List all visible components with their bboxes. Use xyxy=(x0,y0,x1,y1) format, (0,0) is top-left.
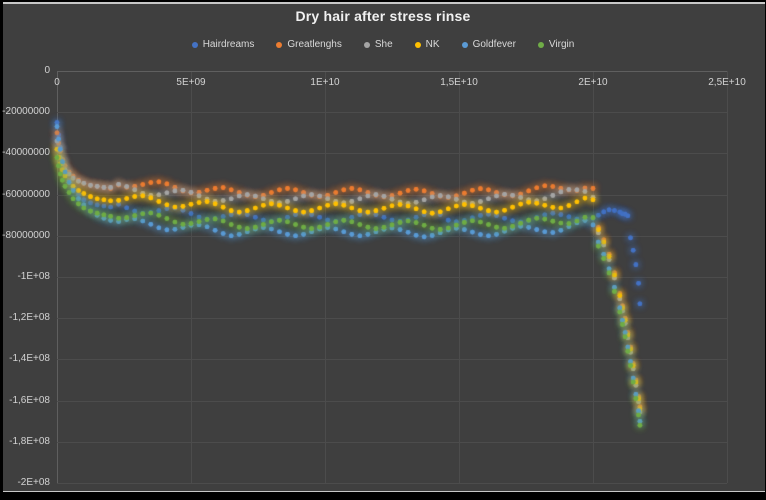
y-axis-tick-label: -40000000 xyxy=(2,147,50,159)
y-axis-tick-label: -1E+08 xyxy=(17,271,50,282)
legend-label: Virgin xyxy=(548,39,575,50)
y-axis-tick-label: -20000000 xyxy=(2,106,50,118)
legend-item-virgin[interactable]: Virgin xyxy=(537,39,575,50)
legend-label: NK xyxy=(425,39,440,50)
x-axis-tick-label: 2,5E+10 xyxy=(708,77,746,88)
y-axis-tick-label: -1,2E+08 xyxy=(9,312,50,324)
x-axis-tick-label: 2E+10 xyxy=(578,77,608,88)
legend-item-nk[interactable]: NK xyxy=(414,39,440,50)
legend-label: Goldfever xyxy=(472,39,516,50)
legend-item-hairdreams[interactable]: Hairdreams xyxy=(191,39,255,50)
x-axis-tick-label: 5E+09 xyxy=(176,77,206,88)
y-axis-tick-label: -60000000 xyxy=(2,188,50,200)
y-axis-tick-label: -1,4E+08 xyxy=(9,353,50,365)
chart-title[interactable]: Dry hair after stress rinse xyxy=(295,8,471,24)
x-axis-tick-label: 1E+10 xyxy=(310,77,340,88)
y-axis-tick-label: -80000000 xyxy=(2,229,50,241)
x-axis-tick-label: 1,5E+10 xyxy=(440,77,478,88)
legend-label: Hairdreams xyxy=(202,39,255,50)
y-axis-tick-label: -2E+08 xyxy=(17,477,50,488)
legend-item-goldfever[interactable]: Goldfever xyxy=(461,39,516,50)
legend-marker-icon xyxy=(537,41,544,48)
y-axis-tick-label: -1,8E+08 xyxy=(9,435,50,447)
x-axis-tick-label: 0 xyxy=(54,77,60,88)
legend-label: She xyxy=(374,39,393,50)
legend-marker-icon xyxy=(191,41,198,48)
y-axis-tick-label: 0 xyxy=(44,65,50,76)
y-axis-tick-label: -1,6E+08 xyxy=(9,394,50,406)
legend-item-greatlenghs[interactable]: Greatlenghs xyxy=(276,39,342,50)
legend-item-she[interactable]: She xyxy=(363,39,393,50)
legend-marker-icon xyxy=(414,41,421,48)
legend-marker-icon xyxy=(461,41,468,48)
chart-legend: Hairdreams Greatlenghs She NK Goldfever Virgi… xyxy=(0,39,766,50)
legend-marker-icon xyxy=(276,41,283,48)
legend-label: Greatlenghs xyxy=(287,39,342,50)
legend-marker-icon xyxy=(363,41,370,48)
